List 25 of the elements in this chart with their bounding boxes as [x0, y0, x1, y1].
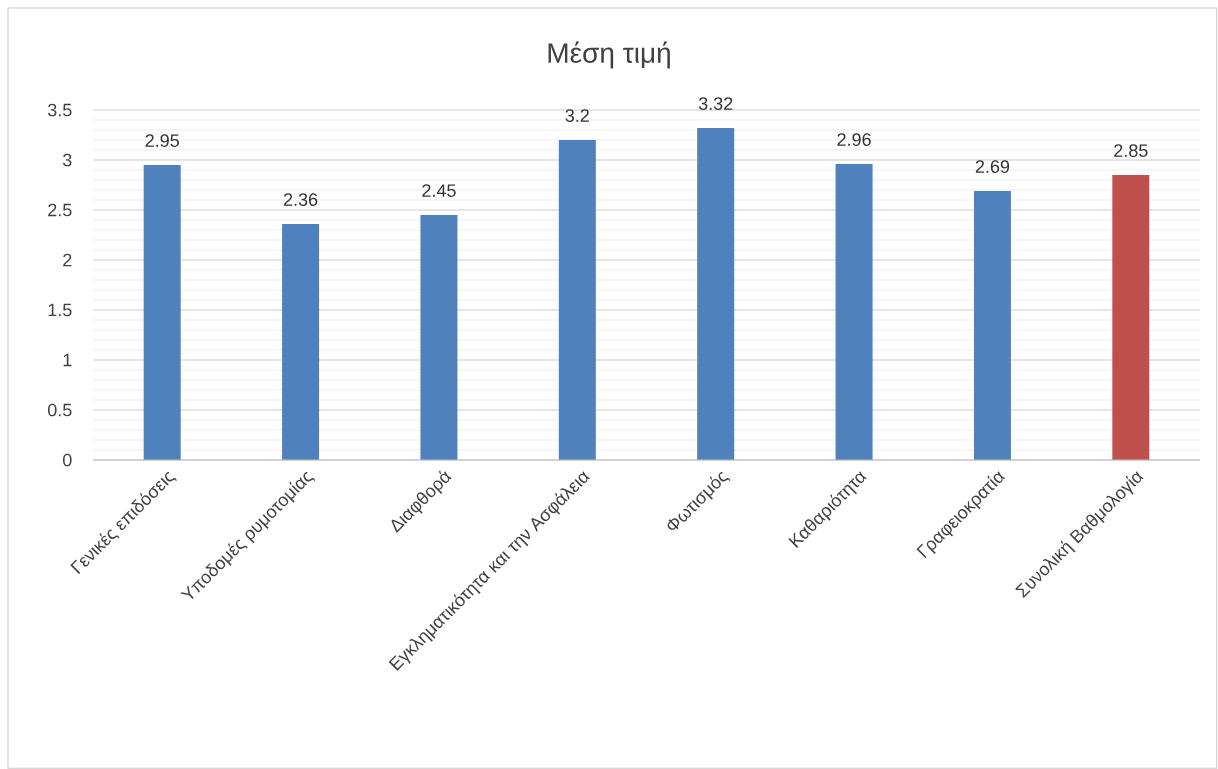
y-tick-label: 1.5 — [48, 303, 72, 317]
bar — [143, 165, 181, 460]
data-label: 3.2 — [565, 109, 589, 122]
data-label: 2.96 — [837, 133, 871, 146]
y-tick-label: 3.5 — [47, 103, 72, 117]
bar — [558, 140, 596, 460]
data-label: 2.45 — [422, 184, 456, 197]
y-tick-label: 0 — [62, 453, 72, 467]
bar — [973, 191, 1011, 460]
bar — [835, 164, 873, 460]
y-tick-label: 3 — [62, 153, 72, 167]
data-label: 2.85 — [1114, 144, 1148, 157]
data-label: 2.69 — [975, 160, 1010, 173]
bar — [420, 215, 458, 460]
bar — [1112, 175, 1150, 460]
data-label: 2.36 — [283, 193, 318, 206]
chart-title: Μέση τιμή — [548, 41, 670, 69]
y-tick-label: 2.5 — [48, 203, 72, 217]
y-tick-label: 2 — [63, 253, 72, 267]
data-label: 3.32 — [698, 97, 733, 110]
y-tick-label: 0.5 — [47, 403, 72, 417]
y-tick-label: 1 — [63, 353, 72, 367]
bar — [282, 224, 320, 460]
bar — [697, 128, 735, 460]
data-label: 2.95 — [145, 134, 179, 147]
